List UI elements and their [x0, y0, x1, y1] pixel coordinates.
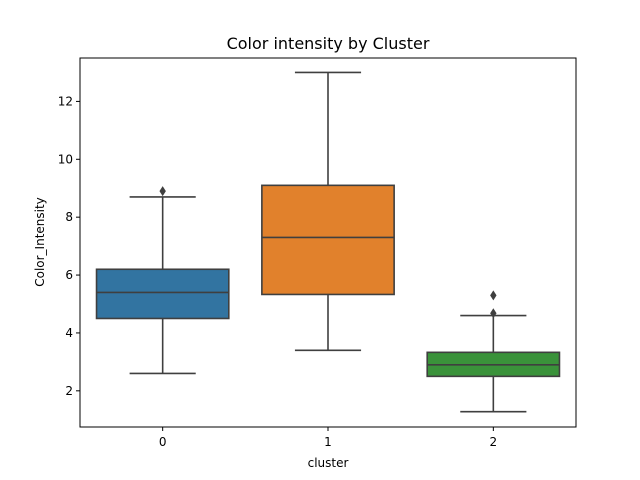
x-tick-label: 1	[324, 435, 332, 449]
y-tick-label: 8	[65, 210, 73, 224]
y-tick-label: 6	[65, 268, 73, 282]
outlier-point	[490, 290, 497, 301]
y-tick-label: 2	[65, 384, 73, 398]
box-cluster-1	[261, 71, 395, 352]
x-tick-label: 0	[159, 435, 167, 449]
chart-title: Color intensity by Cluster	[227, 34, 430, 53]
y-tick-label: 4	[65, 326, 73, 340]
outlier-point	[490, 308, 497, 319]
y-axis-label: Color_Intensity	[33, 197, 47, 287]
x-tick-label: 2	[490, 435, 498, 449]
box-cluster-2	[426, 290, 561, 413]
box-cluster-0	[95, 186, 230, 375]
x-axis-label: cluster	[308, 456, 349, 470]
iqr-box	[261, 184, 395, 296]
y-tick-label: 10	[58, 152, 73, 166]
iqr-box	[95, 268, 230, 320]
y-tick-label: 12	[58, 94, 73, 108]
x-axis: 0 1 2	[159, 427, 497, 449]
outlier-point	[159, 186, 166, 197]
boxes-layer	[95, 71, 561, 413]
y-axis: 2 4 6 8 10 12	[58, 94, 80, 398]
